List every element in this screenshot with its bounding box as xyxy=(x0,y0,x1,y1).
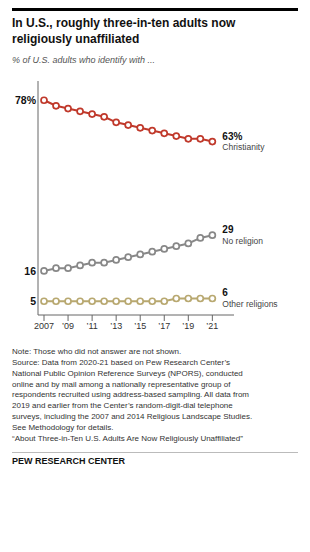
svg-text:6: 6 xyxy=(222,288,228,299)
svg-text:’17: ’17 xyxy=(158,322,170,332)
html-text:National Public Opinion Refere: National Public Opinion Reference Survey… xyxy=(12,368,243,378)
html-text:“About Three-in-Ten U.S. Adult: “About Three-in-Ten U.S. Adults Are Now … xyxy=(12,433,243,443)
html-text:% of U.S. adults who identify: % of U.S. adults who identify with ... xyxy=(12,55,156,66)
svg-text:’11: ’11 xyxy=(86,322,97,332)
svg-text:16: 16 xyxy=(24,265,36,277)
svg-text:63%: 63% xyxy=(222,131,242,142)
svg-text:5: 5 xyxy=(30,295,36,307)
svg-text:’13: ’13 xyxy=(110,322,122,332)
svg-text:’15: ’15 xyxy=(134,322,146,332)
html-text:In U.S., roughly three-in-ten: In U.S., roughly three-in-ten adults now… xyxy=(12,16,236,46)
html-text:online and by mail among a nat: online and by mail among a nationally re… xyxy=(12,379,231,389)
svg-text:’09: ’09 xyxy=(62,322,74,332)
html-text:Note: Those who did not answer: Note: Those who did not answer are not s… xyxy=(12,347,182,357)
svg-text:’21: ’21 xyxy=(206,322,218,332)
svg-text:29: 29 xyxy=(222,224,234,235)
svg-text:Other religions: Other religions xyxy=(222,299,277,309)
svg-text:No religion: No religion xyxy=(222,236,263,246)
html-text:Source: Data from 2020-21 base: Source: Data from 2020-21 based on Pew R… xyxy=(12,358,230,367)
html-text:See Methodology for details.: See Methodology for details. xyxy=(12,422,114,432)
svg-text:2007: 2007 xyxy=(34,322,54,332)
html-text:respondents recruited using ad: respondents recruited using address-base… xyxy=(12,390,249,400)
html-text:PEW RESEARCH CENTER: PEW RESEARCH CENTER xyxy=(12,456,125,467)
html-text:surveys, including the 2007 an: surveys, including the 2007 and 2014 Rel… xyxy=(12,412,253,421)
html-text:2019 and earlier from the Cent: 2019 and earlier from the Center’s rando… xyxy=(12,401,233,411)
svg-text:’19: ’19 xyxy=(182,322,194,332)
svg-text:78%: 78% xyxy=(15,94,37,106)
svg-text:Christianity: Christianity xyxy=(222,143,265,153)
